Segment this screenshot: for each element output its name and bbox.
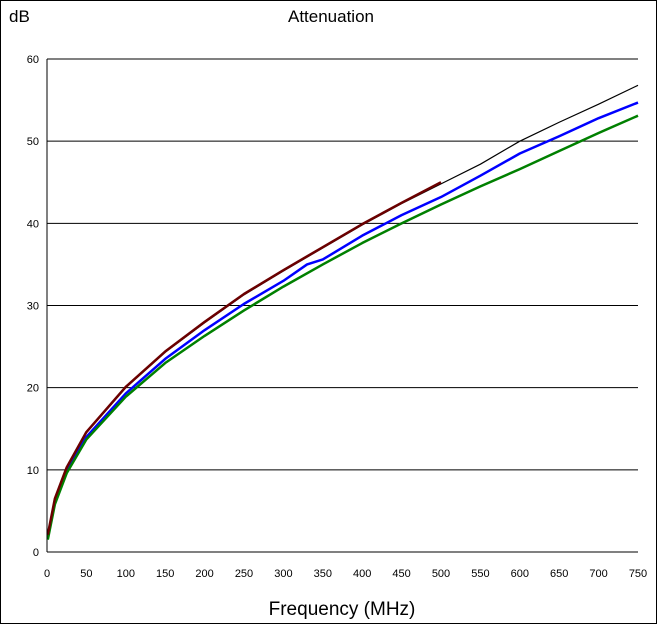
x-tick-label: 400 — [353, 568, 371, 580]
y-tick-label: 20 — [27, 383, 39, 395]
y-tick-labels: 0 10 20 30 40 50 60 — [27, 54, 39, 559]
x-tick-label: 150 — [156, 568, 174, 580]
y-tick-label: 10 — [27, 465, 39, 477]
x-tick-label: 450 — [392, 568, 410, 580]
x-tick-label: 550 — [471, 568, 489, 580]
x-tick-label: 0 — [44, 568, 50, 580]
x-tick-label: 750 — [629, 568, 647, 580]
chart-title: Attenuation — [288, 7, 374, 26]
x-tick-labels: 0 50 100 150 200 250 300 350 400 450 500 550 600 650 7… — [44, 568, 647, 580]
x-tick-label: 700 — [589, 568, 607, 580]
x-tick-label: 250 — [235, 568, 253, 580]
y-tick-label: 0 — [33, 547, 39, 559]
x-tick-label: 200 — [195, 568, 213, 580]
x-tick-label: 650 — [550, 568, 568, 580]
y-tick-label: 60 — [27, 54, 39, 66]
y-axis-label: dB — [9, 7, 30, 26]
x-tick-label: 100 — [117, 568, 135, 580]
y-tick-label: 40 — [27, 218, 39, 230]
x-tick-label: 50 — [80, 568, 92, 580]
x-tick-label: 500 — [432, 568, 450, 580]
y-tick-label: 50 — [27, 136, 39, 148]
x-tick-label: 300 — [274, 568, 292, 580]
x-tick-label: 600 — [511, 568, 529, 580]
x-axis-label: Frequency (MHz) — [269, 599, 416, 620]
x-tick-label: 350 — [314, 568, 332, 580]
y-tick-label: 30 — [27, 301, 39, 313]
